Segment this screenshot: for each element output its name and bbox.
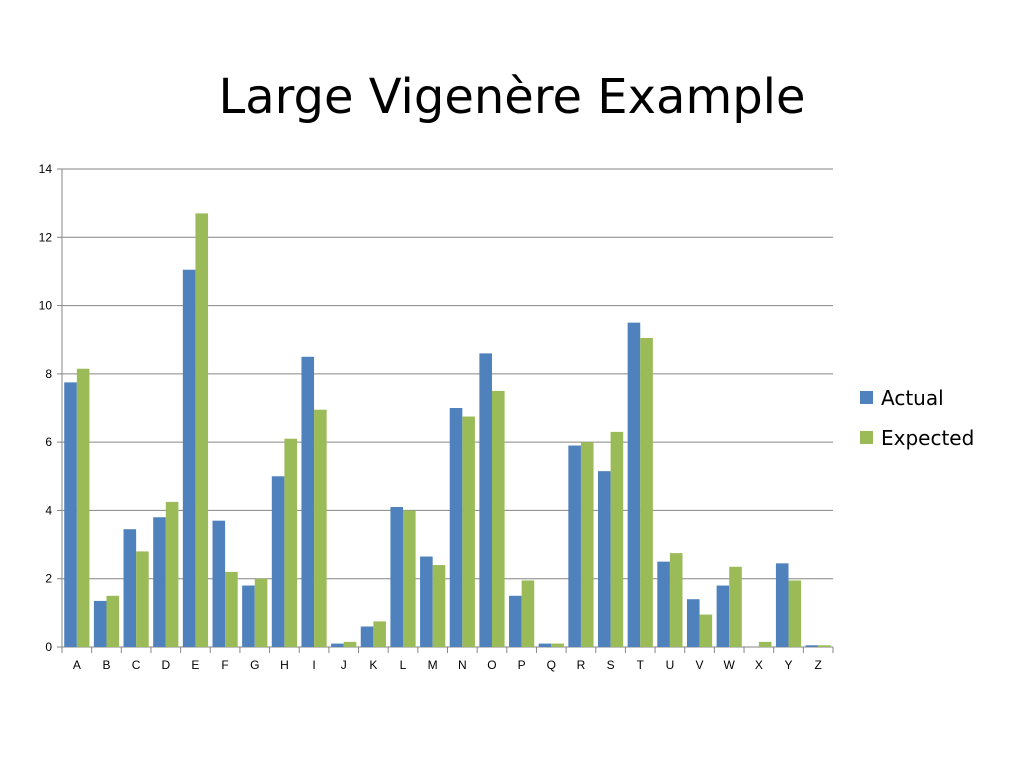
x-tick-label: S xyxy=(607,658,615,672)
x-tick-label: O xyxy=(487,658,496,672)
legend-label-expected: Expected xyxy=(881,426,974,450)
bar-actual-o xyxy=(479,353,492,647)
x-tick-label: R xyxy=(577,658,586,672)
x-tick-label: B xyxy=(102,658,110,672)
bar-expected-p xyxy=(521,580,535,647)
x-tick-label: N xyxy=(458,658,467,672)
bar-actual-h xyxy=(271,476,285,647)
bar-actual-i xyxy=(301,356,315,647)
x-tick-label: V xyxy=(696,658,704,672)
bar-expected-f xyxy=(225,571,238,647)
bar-actual-s xyxy=(597,471,611,647)
bar-expected-s xyxy=(610,431,624,647)
bar-expected-a xyxy=(76,368,90,647)
bar-expected-v xyxy=(699,614,713,647)
bar-expected-u xyxy=(669,553,683,647)
bar-actual-r xyxy=(568,445,581,647)
x-tick-label: Z xyxy=(815,658,822,672)
x-tick-label: J xyxy=(341,658,347,672)
bar-expected-d xyxy=(165,501,179,647)
y-tick-label: 12 xyxy=(39,230,53,244)
bar-expected-i xyxy=(314,409,327,647)
bar-actual-v xyxy=(686,599,700,647)
legend-label-actual: Actual xyxy=(881,386,944,410)
legend: Actual Expected xyxy=(860,386,974,450)
bar-actual-e xyxy=(182,269,196,647)
x-tick-label: E xyxy=(191,658,199,672)
bar-actual-j xyxy=(331,643,344,647)
bar-actual-t xyxy=(627,322,641,647)
y-tick-label: 8 xyxy=(45,367,52,381)
x-tick-label: T xyxy=(637,658,645,672)
x-tick-label: L xyxy=(400,658,407,672)
bar-actual-z xyxy=(805,645,819,647)
x-tick-label: P xyxy=(518,658,526,672)
bar-actual-d xyxy=(153,517,166,647)
bar-actual-g xyxy=(242,585,255,647)
bar-actual-u xyxy=(657,561,670,647)
bar-actual-a xyxy=(64,382,77,647)
bar-expected-h xyxy=(284,438,298,647)
bar-expected-t xyxy=(640,338,653,647)
bar-expected-e xyxy=(195,213,209,647)
bar-expected-m xyxy=(432,565,446,647)
y-tick-label: 14 xyxy=(39,162,53,176)
x-tick-label: A xyxy=(73,658,81,672)
bars xyxy=(64,213,831,647)
bar-expected-j xyxy=(343,641,357,647)
bar-actual-m xyxy=(420,556,433,647)
legend-swatch-actual xyxy=(860,391,873,404)
x-tick-label: G xyxy=(250,658,259,672)
x-tick-label: F xyxy=(221,658,228,672)
bar-expected-n xyxy=(462,416,475,647)
bar-expected-r xyxy=(580,442,594,647)
bar-expected-l xyxy=(403,510,416,647)
x-tick-label: H xyxy=(280,658,289,672)
y-tick-label: 6 xyxy=(45,435,52,449)
x-tick-label: I xyxy=(312,658,315,672)
x-tick-label: D xyxy=(161,658,170,672)
x-tick-label: M xyxy=(428,658,438,672)
x-tick-label: W xyxy=(724,658,736,672)
bar-expected-q xyxy=(551,643,564,647)
bar-actual-n xyxy=(449,408,463,647)
x-tick-label: U xyxy=(666,658,675,672)
bar-expected-w xyxy=(729,566,742,647)
x-tick-label: Y xyxy=(785,658,793,672)
y-tick-label: 2 xyxy=(45,572,52,586)
bar-expected-k xyxy=(373,621,386,647)
legend-swatch-expected xyxy=(860,431,873,444)
bar-actual-y xyxy=(775,563,789,647)
bar-expected-o xyxy=(491,390,505,647)
x-tick-label: X xyxy=(755,658,763,672)
bar-actual-q xyxy=(538,643,552,647)
bar-actual-f xyxy=(212,520,226,647)
x-tick-label: K xyxy=(369,658,377,672)
y-tick-label: 0 xyxy=(45,640,52,654)
bar-expected-g xyxy=(254,578,268,647)
bar-actual-b xyxy=(93,600,107,647)
bar-actual-w xyxy=(716,585,730,647)
bar-expected-b xyxy=(106,595,120,647)
bar-expected-y xyxy=(788,580,802,647)
slide-title: Large Vigenère Example xyxy=(218,69,806,125)
bar-expected-c xyxy=(136,551,149,647)
bar-expected-x xyxy=(758,641,772,647)
y-tick-label: 4 xyxy=(45,503,52,517)
bar-actual-p xyxy=(509,595,522,647)
bar-actual-c xyxy=(123,529,137,647)
y-tick-label: 10 xyxy=(39,299,53,313)
x-tick-label: Q xyxy=(547,658,556,672)
bar-actual-l xyxy=(390,507,404,647)
bar-expected-z xyxy=(818,645,831,647)
bar-actual-k xyxy=(360,626,374,647)
x-tick-label: C xyxy=(132,658,141,672)
